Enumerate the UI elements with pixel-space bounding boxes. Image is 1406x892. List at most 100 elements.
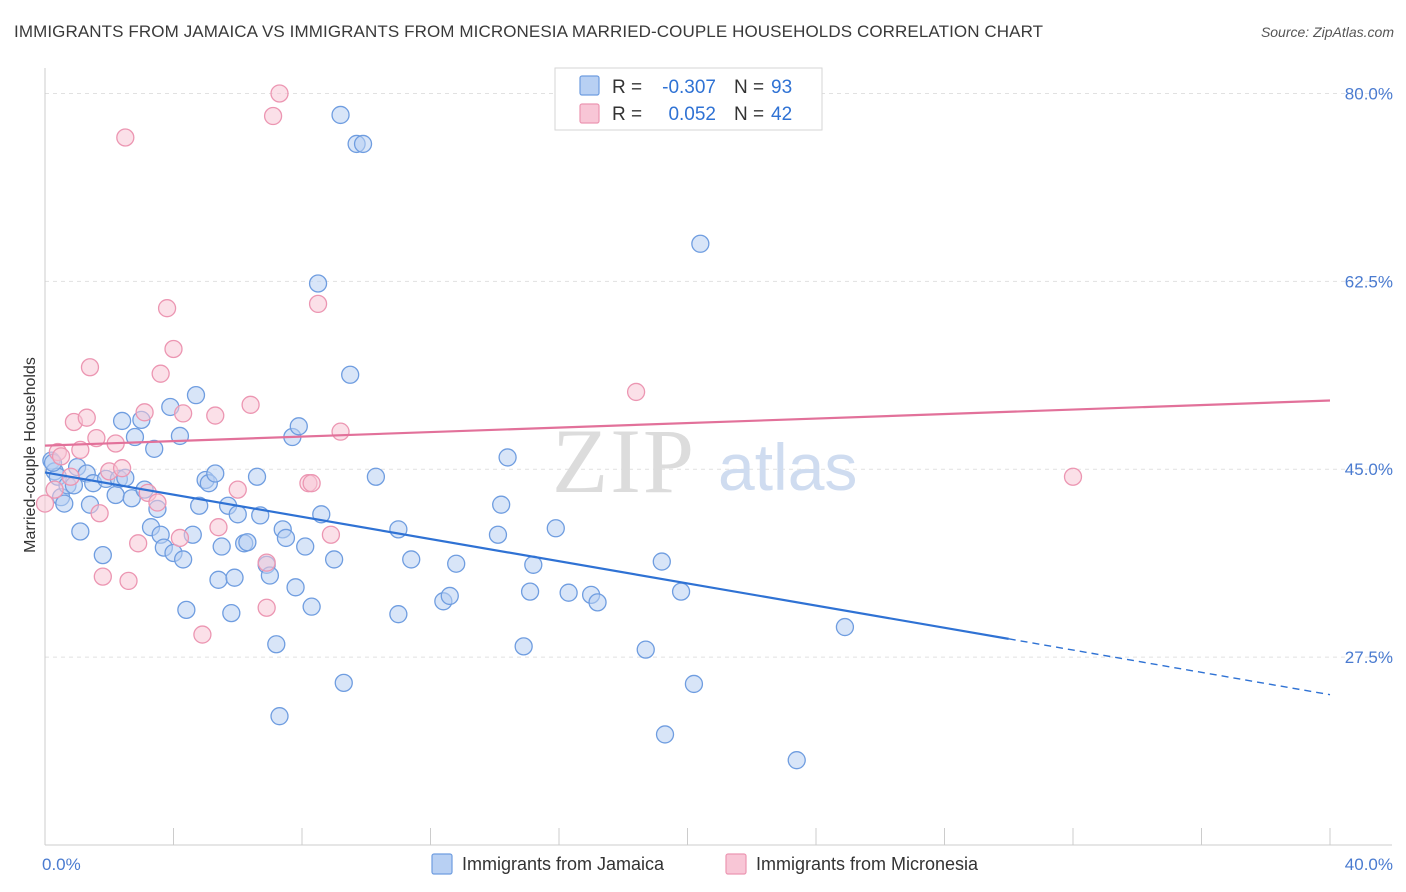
- micronesia-point: [331, 422, 350, 441]
- jamaica-trend-extension: [1008, 638, 1331, 696]
- jamaica-point: [177, 600, 196, 620]
- jamaica-point: [366, 467, 386, 486]
- bottom-legend-swatch-jamaica: [431, 853, 453, 875]
- micronesia-point: [51, 447, 71, 466]
- micronesia-points: [35, 84, 1083, 644]
- jamaica-point: [440, 586, 459, 606]
- jamaica-point: [652, 552, 671, 571]
- watermark: ZIP atlas: [552, 410, 857, 512]
- jamaica-point: [334, 673, 353, 693]
- jamaica-point: [289, 417, 308, 436]
- jamaica-trend-line: [44, 471, 1009, 640]
- jamaica-point: [145, 439, 164, 458]
- jamaica-point: [106, 485, 125, 505]
- jamaica-point: [238, 533, 257, 552]
- jamaica-point: [671, 582, 691, 601]
- jamaica-point: [276, 528, 296, 548]
- legend-r-value-micronesia: 0.052: [668, 104, 716, 125]
- micronesia-point: [1063, 467, 1083, 486]
- jamaica-point: [270, 707, 289, 726]
- jamaica-point: [122, 489, 141, 508]
- micronesia-point: [129, 534, 148, 553]
- micronesia-point: [93, 567, 112, 586]
- jamaica-point: [308, 274, 328, 293]
- legend-r-value-jamaica: -0.307: [662, 77, 716, 98]
- jamaica-point: [112, 411, 132, 431]
- micronesia-point: [241, 395, 260, 414]
- legend-swatch-jamaica: [579, 75, 600, 96]
- bottom-legend-label-micronesia: Immigrants from Micronesia: [756, 854, 979, 874]
- jamaica-point: [247, 467, 267, 486]
- micronesia-point: [257, 553, 276, 572]
- micronesia-point: [263, 106, 283, 126]
- jamaica-point: [546, 519, 565, 538]
- legend-r-label-micronesia: R =: [612, 104, 642, 125]
- x-tick-label-max: 40.0%: [1345, 855, 1393, 874]
- series-legend: Immigrants from Jamaica Immigrants from …: [431, 853, 979, 875]
- watermark-atlas: atlas: [718, 430, 857, 504]
- jamaica-point: [488, 525, 508, 544]
- jamaica-point: [520, 582, 540, 601]
- micronesia-point: [45, 480, 64, 499]
- legend-swatch-micronesia: [579, 103, 600, 124]
- jamaica-point: [498, 448, 517, 467]
- jamaica-point: [684, 674, 704, 694]
- legend-n-label-jamaica: N =: [734, 77, 764, 98]
- jamaica-point: [324, 550, 344, 569]
- micronesia-point: [148, 493, 167, 512]
- micronesia-point: [626, 382, 646, 402]
- micronesia-point: [173, 404, 193, 423]
- micronesia-point: [35, 494, 55, 513]
- legend-n-label-micronesia: N =: [734, 104, 764, 125]
- y-axis-label: Married-couple Households: [22, 357, 39, 553]
- jamaica-point: [353, 134, 373, 154]
- micronesia-point: [270, 84, 289, 103]
- jamaica-point: [286, 578, 305, 597]
- grid-lines: [45, 92, 1392, 658]
- jamaica-point: [492, 495, 511, 514]
- jamaica-point: [302, 597, 321, 616]
- micronesia-point: [80, 358, 100, 377]
- jamaica-point: [222, 603, 241, 623]
- jamaica-point: [93, 545, 112, 565]
- legend-r-label-jamaica: R =: [612, 77, 642, 98]
- micronesia-point: [90, 504, 109, 523]
- jamaica-point: [206, 464, 225, 483]
- micronesia-point: [112, 459, 132, 478]
- jamaica-point: [190, 496, 209, 515]
- jamaica-point: [228, 505, 247, 524]
- micronesia-point: [206, 406, 225, 425]
- jamaica-point: [55, 494, 74, 513]
- legend-n-value-micronesia: 42: [771, 104, 792, 125]
- y-tick-labels: 27.5% 45.0% 62.5% 80.0%: [1345, 84, 1393, 667]
- micronesia-point: [116, 128, 135, 147]
- jamaica-point: [402, 550, 421, 569]
- micronesia-point: [228, 480, 247, 499]
- y-tick-label: 27.5%: [1345, 648, 1393, 667]
- trend-lines: [44, 399, 1331, 696]
- jamaica-point: [447, 554, 466, 573]
- micronesia-point: [257, 598, 276, 617]
- jamaica-point: [588, 593, 607, 612]
- jamaica-point: [341, 365, 360, 384]
- jamaica-point: [225, 568, 244, 587]
- micronesia-point: [164, 339, 183, 359]
- micronesia-point: [87, 428, 106, 448]
- jamaica-point: [514, 637, 533, 656]
- micronesia-point: [151, 364, 170, 383]
- micronesia-trend-line: [44, 399, 1331, 447]
- micronesia-point: [302, 474, 321, 493]
- jamaica-points: [42, 105, 855, 770]
- legend-n-value-jamaica: 93: [771, 77, 792, 98]
- jamaica-point: [559, 583, 578, 602]
- micronesia-point: [71, 440, 90, 460]
- y-tick-label: 62.5%: [1345, 272, 1393, 291]
- bottom-legend-label-jamaica: Immigrants from Jamaica: [462, 854, 665, 874]
- micronesia-point: [135, 403, 154, 422]
- jamaica-point: [331, 105, 350, 125]
- micronesia-point: [119, 571, 138, 591]
- micronesia-point: [321, 525, 341, 544]
- jamaica-point: [636, 640, 655, 659]
- micronesia-point: [193, 625, 212, 644]
